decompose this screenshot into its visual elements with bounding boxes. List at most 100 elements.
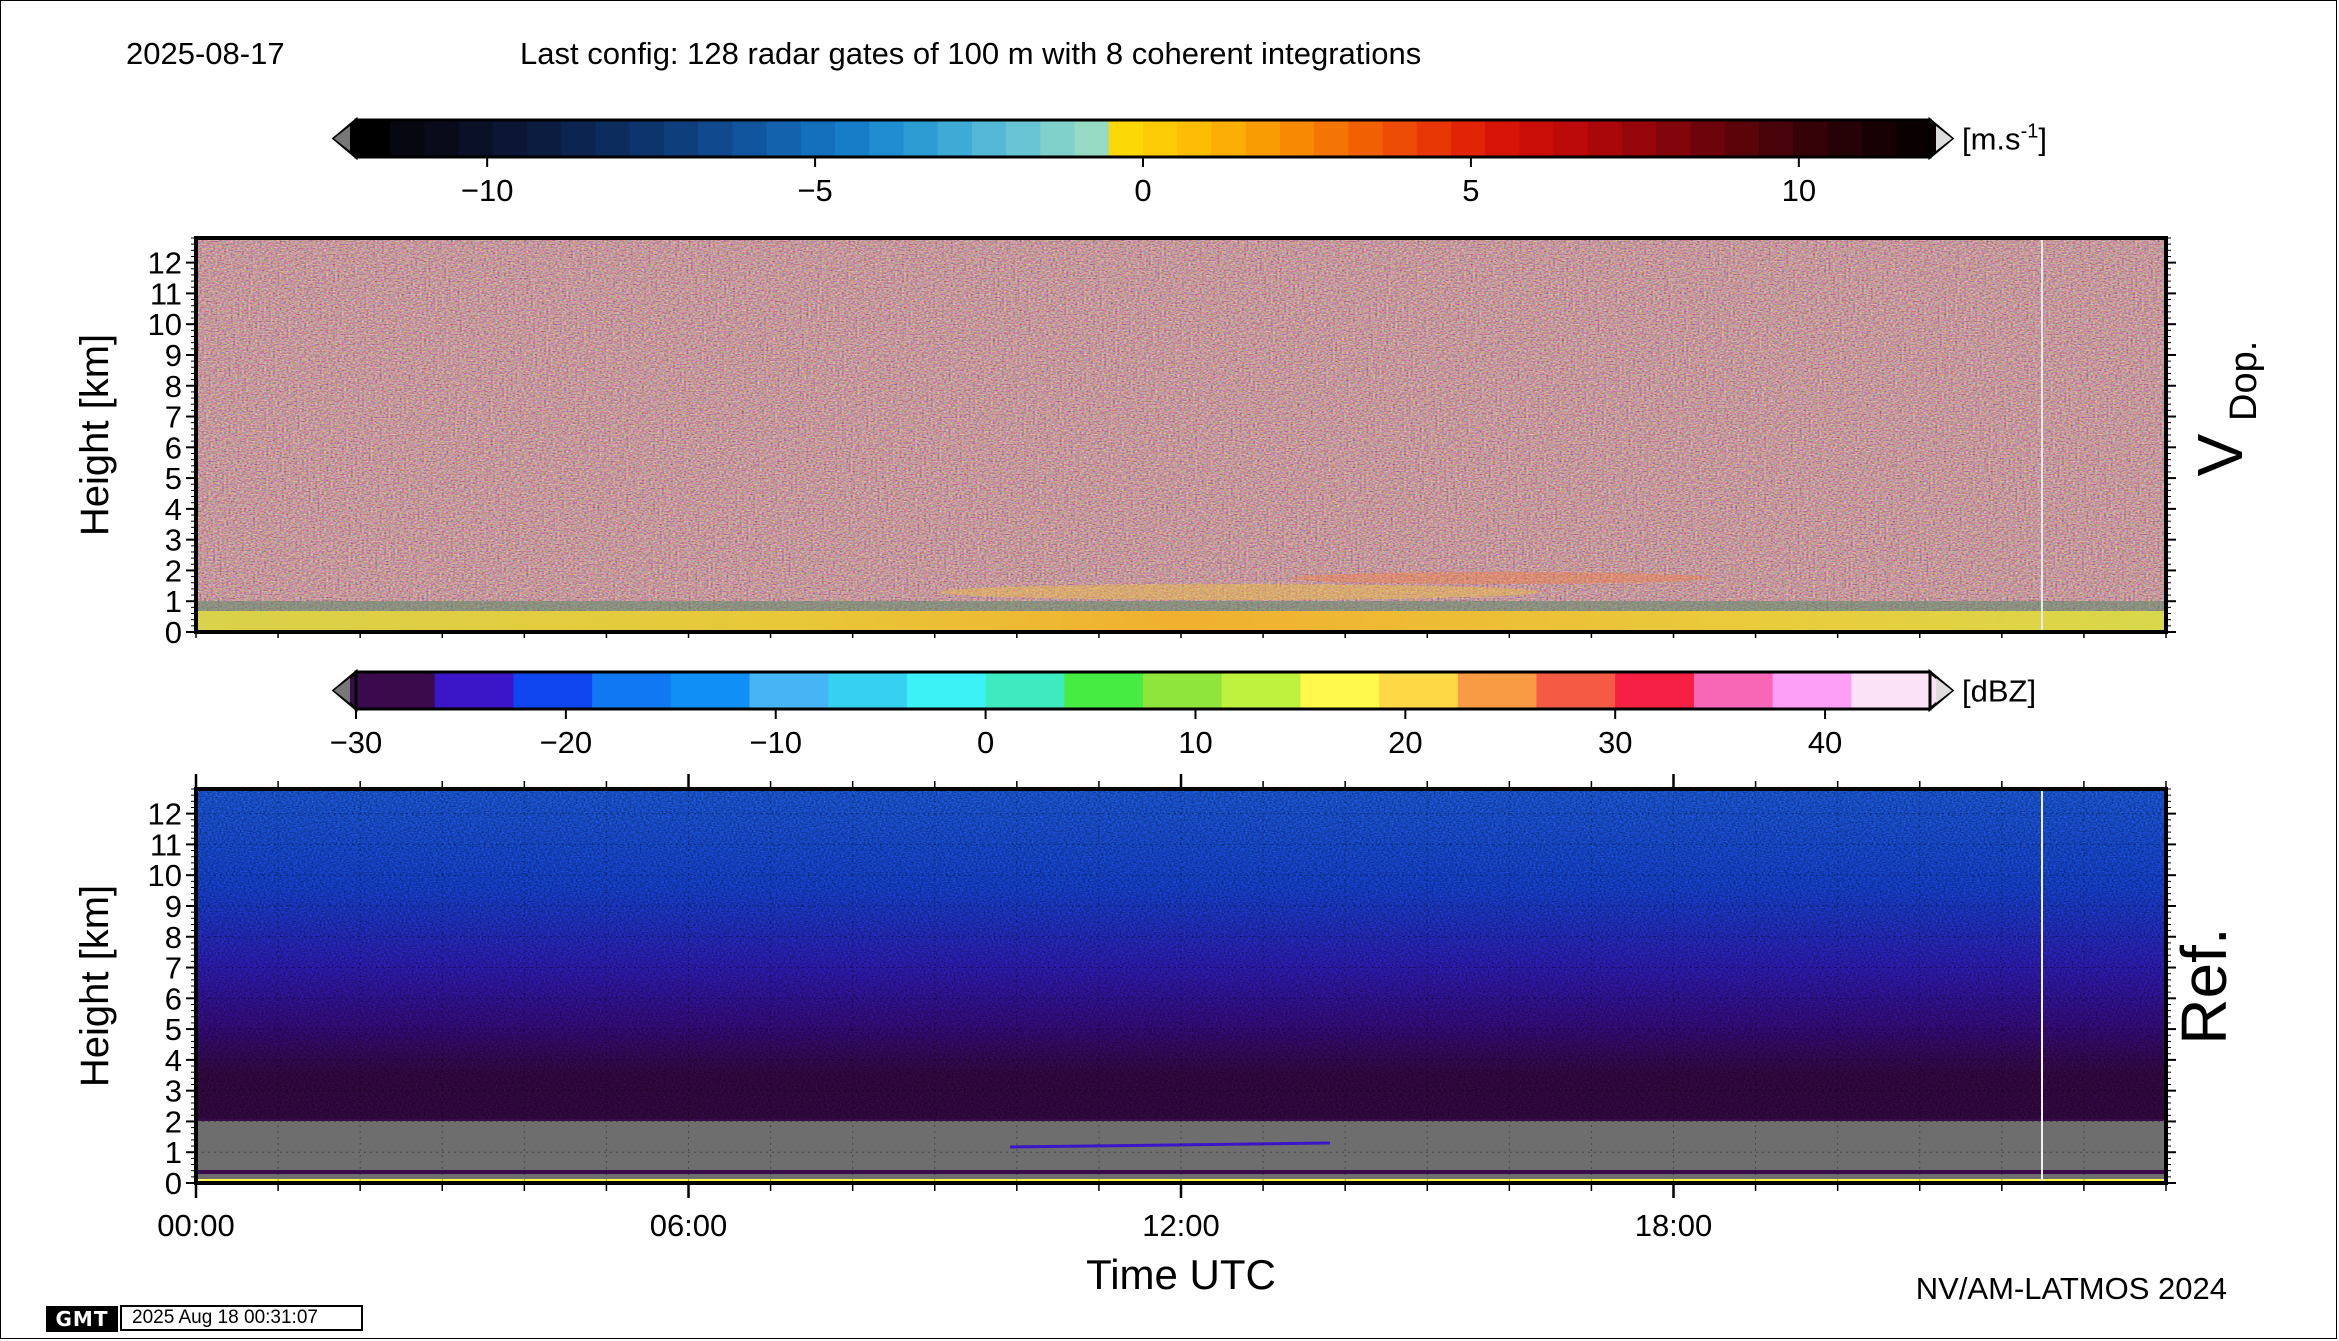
colorbar-swatch xyxy=(527,120,562,157)
ref-echo-layer xyxy=(1009,1141,1331,1149)
colorbar-swatch xyxy=(356,120,391,157)
y-tick-label: 4 xyxy=(165,1043,182,1078)
y-tick-label: 9 xyxy=(165,889,182,924)
colorbar-swatch xyxy=(1622,120,1657,157)
ref-y-label: Height [km] xyxy=(73,885,117,1087)
x-tick-label: 06:00 xyxy=(650,1208,728,1243)
y-tick-label: 12 xyxy=(148,246,182,281)
colorbar-swatch xyxy=(513,672,593,709)
colorbar-swatch xyxy=(800,120,836,157)
vdop-label-sub: Dop. xyxy=(2223,341,2265,421)
colorbar-swatch xyxy=(1536,672,1616,709)
x-tick-label: 12:00 xyxy=(1142,1208,1220,1243)
y-tick-label: 6 xyxy=(165,430,182,465)
colorbar-swatch xyxy=(985,672,1065,709)
y-tick-label: 4 xyxy=(165,492,182,527)
colorbar-swatch xyxy=(458,120,494,157)
colorbar-swatch xyxy=(1519,120,1555,157)
colorbar-swatch xyxy=(390,120,426,157)
colorbar-swatch xyxy=(1379,672,1459,709)
colorbar-swatch xyxy=(869,120,905,157)
vdop-enhanced-layer-2 xyxy=(1290,572,1710,584)
colorbar-swatch xyxy=(937,120,973,157)
colorbar-border xyxy=(354,670,1932,711)
gmt-logo: GMT xyxy=(46,1306,118,1332)
y-tick-label: 11 xyxy=(150,276,182,311)
y-tick-label: 0 xyxy=(165,1166,182,1201)
vdop-y-label: Height [km] xyxy=(73,334,117,536)
y-tick-label: 0 xyxy=(165,615,182,650)
colorbar-swatch xyxy=(1300,672,1380,709)
colorbar-swatch xyxy=(1693,672,1774,709)
colorbar-swatch xyxy=(1553,120,1589,157)
colorbar-swatch xyxy=(698,120,733,157)
colorbar-swatch xyxy=(1348,120,1384,157)
colorbar-tick-label: −10 xyxy=(461,173,514,208)
colorbar-swatch xyxy=(629,120,665,157)
ref-x-label: Time UTC xyxy=(1086,1251,1276,1298)
colorbar-swatch xyxy=(663,120,699,157)
colorbar-swatch xyxy=(1177,120,1213,157)
vdop-enhanced-layer xyxy=(940,584,1540,600)
colorbar-swatch xyxy=(1040,120,1076,157)
ref-noise-texture xyxy=(196,789,2166,1119)
date-label: 2025-08-17 xyxy=(126,36,285,71)
colorbar-swatch xyxy=(592,672,672,709)
colorbar-swatch xyxy=(1006,120,1041,157)
colorbar-swatch xyxy=(1827,120,1863,157)
y-tick-label: 6 xyxy=(165,981,182,1016)
colorbar-swatch xyxy=(1221,672,1301,709)
y-tick-label: 2 xyxy=(165,553,182,588)
colorbar-swatch xyxy=(1314,120,1349,157)
y-tick-label: 3 xyxy=(165,523,182,558)
x-tick-label: 00:00 xyxy=(157,1208,235,1243)
colorbar-tick-label: −20 xyxy=(540,725,593,760)
colorbar-swatch xyxy=(1656,120,1692,157)
colorbar-swatch xyxy=(1724,120,1760,157)
colorbar-swatch xyxy=(1895,120,1931,157)
ref-panel-label: Ref. xyxy=(2168,927,2240,1044)
y-tick-label: 2 xyxy=(165,1104,182,1139)
y-tick-label: 10 xyxy=(148,307,182,342)
vdop-lower-layer xyxy=(196,601,2166,611)
vdop-colorbar: −10 −5 0 5 10 [m.s-1] xyxy=(331,116,2047,208)
colorbar-swatch xyxy=(766,120,802,157)
colorbar-swatch xyxy=(1587,120,1623,157)
y-tick-label: 1 xyxy=(165,1135,182,1170)
colorbar-tick-label: 30 xyxy=(1598,725,1632,760)
y-tick-label: 8 xyxy=(165,920,182,955)
colorbar-swatch xyxy=(356,672,436,709)
y-tick-label: 8 xyxy=(165,369,182,404)
credit-label: NV/AM-LATMOS 2024 xyxy=(1915,1271,2227,1306)
colorbar-swatch xyxy=(1143,672,1223,709)
ref-colorbar-unit: [dBZ] xyxy=(1962,674,2036,709)
y-tick-label: 11 xyxy=(150,827,182,862)
vdop-label-main: V xyxy=(2184,433,2256,476)
y-tick-label: 7 xyxy=(165,951,182,986)
colorbar-swatch xyxy=(1485,120,1520,157)
vdop-noise-texture xyxy=(196,238,2166,632)
colorbar-swatch xyxy=(434,672,514,709)
x-tick-label: 18:00 xyxy=(1635,1208,1713,1243)
colorbar-swatch xyxy=(1450,120,1486,157)
colorbar-swatch xyxy=(1772,672,1852,709)
colorbar-high-arrow-fill xyxy=(1936,126,1952,151)
y-tick-label: 7 xyxy=(165,400,182,435)
colorbar-tick-label: 20 xyxy=(1388,725,1422,760)
colorbar-swatch xyxy=(1108,120,1144,157)
colorbar-swatch xyxy=(835,120,870,157)
colorbar-swatch xyxy=(1861,120,1897,157)
colorbar-swatch xyxy=(749,672,829,709)
colorbar-swatch xyxy=(670,672,751,709)
ref-x-axis: 00:00 06:00 12:00 18:00 xyxy=(157,630,2167,1243)
vdop-panel-label: V Dop. xyxy=(2184,341,2265,477)
colorbar-swatch xyxy=(1793,120,1828,157)
colorbar-swatch xyxy=(1074,120,1110,157)
colorbar-swatch xyxy=(595,120,631,157)
colorbar-swatch xyxy=(492,120,528,157)
colorbar-tick-label: 10 xyxy=(1178,725,1212,760)
